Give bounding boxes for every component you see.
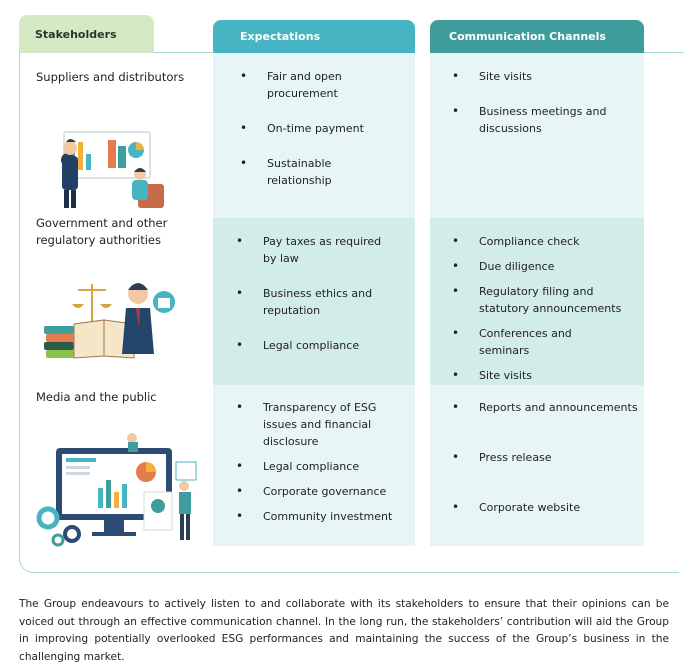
comm-list-row2: Compliance check Due diligence Regulator… <box>479 233 624 384</box>
list-item: Business meetings and discussions <box>479 103 619 137</box>
comm-list-row3: Reports and announcements Press release … <box>479 399 639 516</box>
stakeholder-suppliers: Suppliers and distributors <box>36 69 206 86</box>
header-expectations-label: Expectations <box>240 30 320 43</box>
header-stakeholders-label: Stakeholders <box>35 28 117 41</box>
list-item: Conferences and seminars <box>479 325 624 359</box>
list-item: Business ethics and reputation <box>263 285 398 319</box>
list-item: Regulatory filing and statutory announce… <box>479 283 624 317</box>
media-dashboard-illustration <box>36 432 206 548</box>
business-meeting-illustration <box>50 128 170 210</box>
stakeholder-government: Government and other regulatory authorit… <box>36 215 186 249</box>
list-item: Legal compliance <box>263 458 403 475</box>
list-item: Site visits <box>479 367 624 384</box>
list-item: Press release <box>479 449 639 466</box>
comm-list-row1: Site visits Business meetings and discus… <box>479 68 619 137</box>
stakeholder-media: Media and the public <box>36 389 206 406</box>
header-channels-label: Communication Channels <box>449 30 606 43</box>
list-item: Pay taxes as required by law <box>263 233 398 267</box>
list-item: Legal compliance <box>263 337 398 354</box>
list-item: Sustainable relationship <box>267 155 397 189</box>
list-item: Site visits <box>479 68 619 85</box>
list-item: Reports and announcements <box>479 399 639 416</box>
footer-paragraph: The Group endeavours to actively listen … <box>19 596 669 666</box>
header-stakeholders: Stakeholders <box>19 15 154 53</box>
exp-list-row1: Fair and open procurement On-time paymen… <box>267 68 397 189</box>
frame-top-line <box>154 52 214 53</box>
list-item: Due diligence <box>479 258 624 275</box>
header-channels: Communication Channels <box>430 20 644 53</box>
legal-illustration <box>42 276 182 360</box>
exp-list-row3: Transparency of ESG issues and financial… <box>263 399 403 525</box>
frame-top-right-line <box>644 52 684 53</box>
list-item: Corporate governance <box>263 483 403 500</box>
list-item: Transparency of ESG issues and financial… <box>263 399 403 450</box>
exp-list-row2: Pay taxes as required by law Business et… <box>263 233 398 354</box>
list-item: Compliance check <box>479 233 624 250</box>
list-item: Community investment <box>263 508 403 525</box>
list-item: On-time payment <box>267 120 397 137</box>
list-item: Fair and open procurement <box>267 68 397 102</box>
header-expectations: Expectations <box>213 20 415 53</box>
list-item: Corporate website <box>479 499 639 516</box>
